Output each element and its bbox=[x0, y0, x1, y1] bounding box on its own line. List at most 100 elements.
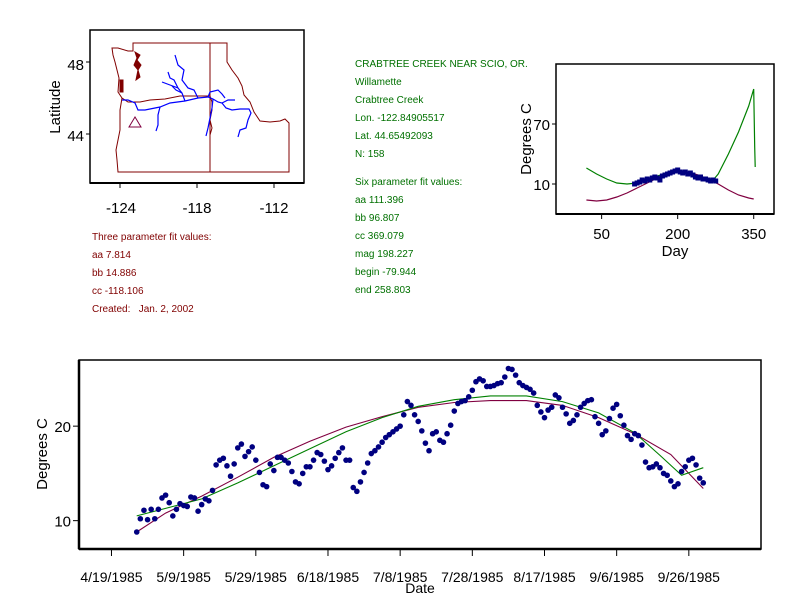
day-chart-point bbox=[637, 179, 643, 185]
date-chart-point bbox=[501, 374, 508, 380]
date-chart-point bbox=[617, 412, 624, 419]
date-chart-point bbox=[317, 451, 324, 458]
date-chart-point bbox=[213, 462, 219, 468]
day-chart-point bbox=[692, 174, 698, 180]
date-chart-point bbox=[206, 498, 212, 504]
date-chart-point bbox=[364, 460, 371, 466]
date-chart-point bbox=[141, 507, 147, 514]
date-chart-point bbox=[635, 432, 642, 439]
day-chart-point bbox=[710, 177, 716, 183]
day-chart-point bbox=[685, 171, 691, 177]
date-chart-point bbox=[271, 467, 277, 474]
date-chart-x-tick: 5/29/1985 bbox=[225, 569, 287, 585]
date-chart-point bbox=[263, 483, 270, 490]
date-chart-point bbox=[321, 458, 328, 464]
date-chart-point bbox=[224, 463, 230, 469]
day-chart-point bbox=[662, 172, 668, 178]
stream-name: Crabtree Creek bbox=[355, 95, 424, 106]
date-chart-point bbox=[610, 405, 616, 411]
day-chart-point bbox=[634, 180, 640, 186]
date-chart-point bbox=[577, 404, 584, 411]
date-chart-point bbox=[289, 468, 295, 475]
day-chart-point bbox=[713, 178, 719, 184]
date-chart-point bbox=[220, 455, 227, 462]
date-chart-point bbox=[166, 499, 173, 506]
date-chart-point bbox=[433, 429, 440, 435]
day-chart-point bbox=[647, 177, 653, 183]
date-chart-point bbox=[328, 463, 335, 469]
basin-name: Willamette bbox=[355, 77, 402, 88]
day-chart-point bbox=[659, 173, 665, 179]
date-chart-point bbox=[599, 431, 606, 438]
six-param-line: end 258.803 bbox=[355, 285, 411, 296]
day-chart-point bbox=[682, 169, 688, 175]
date-chart-three-parameter-fit-line bbox=[136, 400, 704, 533]
date-chart-point bbox=[354, 488, 360, 495]
map-y-tick: 48 bbox=[67, 57, 84, 74]
day-chart-y-tick: 70 bbox=[533, 117, 550, 134]
date-chart-point bbox=[375, 444, 382, 450]
date-chart-point bbox=[310, 457, 317, 463]
date-chart-point bbox=[397, 423, 403, 429]
day-chart-point bbox=[665, 171, 671, 177]
date-chart-point bbox=[595, 420, 602, 427]
day-chart-point bbox=[644, 176, 650, 182]
date-chart-point bbox=[574, 412, 580, 418]
date-chart-point bbox=[639, 442, 645, 448]
date-chart-point bbox=[592, 413, 598, 420]
date-chart-point bbox=[512, 372, 519, 378]
date-chart-point bbox=[195, 508, 201, 514]
date-chart-point bbox=[285, 460, 292, 466]
date-chart-point bbox=[624, 432, 631, 439]
six-param-line: begin -79.944 bbox=[355, 267, 417, 278]
date-chart-point bbox=[548, 404, 555, 411]
date-chart-point bbox=[534, 402, 541, 409]
day-chart-point bbox=[697, 174, 703, 180]
day-chart-x-tick: 200 bbox=[665, 226, 690, 243]
date-chart-point bbox=[628, 436, 634, 443]
map-panel: 48 44 Latitude -124 -118 -112 bbox=[47, 29, 305, 217]
date-chart-point bbox=[357, 479, 364, 485]
date-chart-point bbox=[296, 480, 302, 487]
date-chart-point bbox=[444, 430, 450, 437]
date-chart-point bbox=[498, 379, 504, 386]
date-chart-point bbox=[256, 469, 263, 476]
map-x-tick: -124 bbox=[106, 200, 136, 217]
date-chart-point bbox=[667, 478, 674, 484]
date-chart-point bbox=[173, 506, 180, 513]
six-param-line: aa 111.396 bbox=[355, 195, 404, 206]
map-x-tick: -118 bbox=[183, 200, 212, 217]
date-chart-x-tick: 9/6/1985 bbox=[589, 569, 644, 585]
day-chart-point bbox=[657, 177, 663, 183]
day-chart-point bbox=[639, 177, 645, 183]
map-y-tick: 44 bbox=[67, 128, 84, 145]
date-chart-point bbox=[336, 449, 342, 456]
date-chart-point bbox=[689, 455, 696, 462]
date-chart-point bbox=[469, 387, 476, 394]
date-chart-point bbox=[346, 457, 353, 463]
date-chart-point bbox=[253, 457, 259, 463]
six-param-block: Six parameter fit values: aa 111.396 bb … bbox=[355, 174, 462, 300]
date-chart-point bbox=[234, 445, 241, 451]
three-param-line: aa 7.814 bbox=[92, 250, 131, 261]
three-param-line: cc -118.106 bbox=[92, 286, 144, 297]
day-chart-point bbox=[654, 175, 660, 181]
day-chart-point bbox=[670, 169, 676, 175]
date-chart-point bbox=[678, 468, 685, 475]
date-chart-x-tick: 5/9/1985 bbox=[156, 569, 211, 585]
date-chart-ylabel: Degrees C bbox=[34, 418, 51, 490]
day-chart-x-tick: 350 bbox=[741, 226, 766, 243]
day-chart-ylabel: Degrees C bbox=[518, 103, 535, 175]
date-chart-point bbox=[238, 441, 245, 447]
date-chart-point bbox=[379, 439, 385, 446]
day-chart-point bbox=[667, 170, 673, 176]
state-boundaries bbox=[111, 42, 290, 173]
date-chart-x-tick: 8/17/1985 bbox=[513, 569, 575, 585]
date-chart-point bbox=[162, 492, 169, 498]
date-chart-x-tick: 6/18/1985 bbox=[297, 569, 359, 585]
map-frame bbox=[89, 29, 305, 184]
date-chart-point bbox=[603, 428, 609, 434]
station-name: CRABTREE CREEK NEAR SCIO, OR. bbox=[355, 59, 528, 70]
date-chart-point bbox=[509, 366, 515, 373]
date-chart-point bbox=[350, 484, 357, 491]
